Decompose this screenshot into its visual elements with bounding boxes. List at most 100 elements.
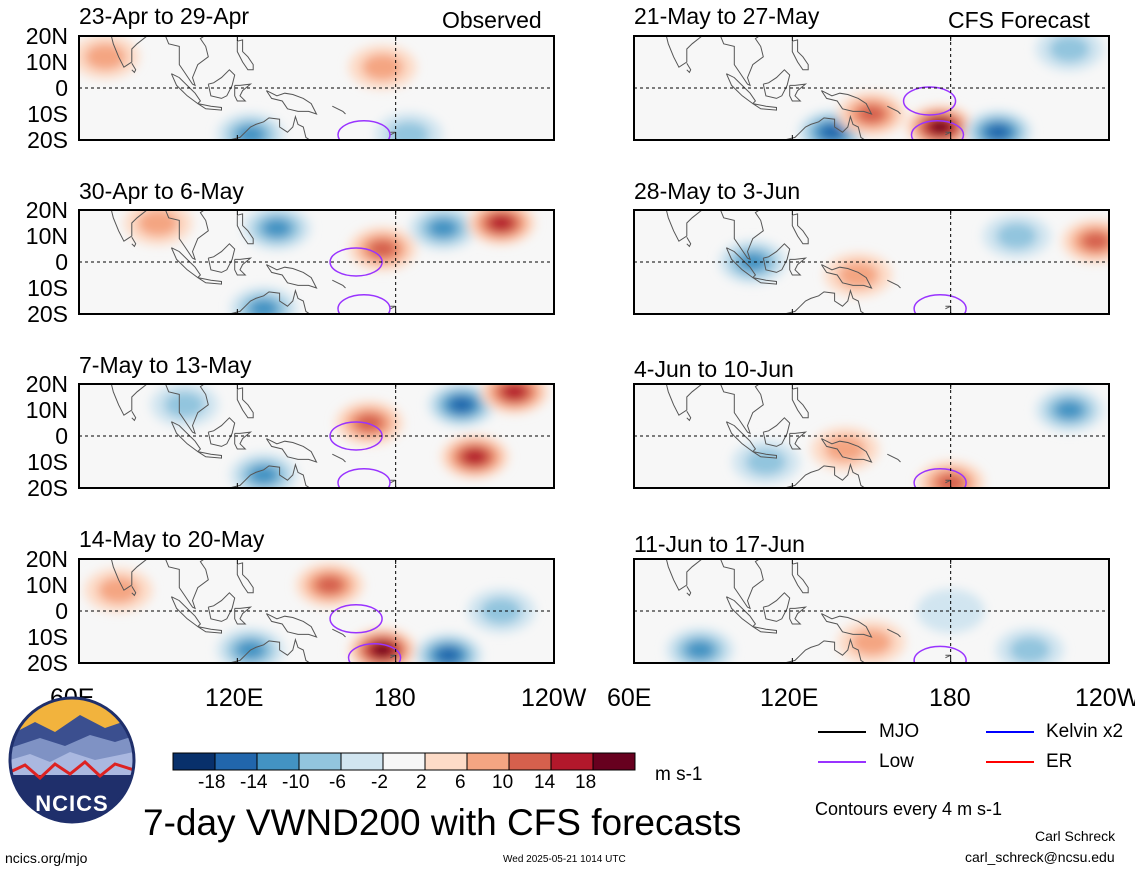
coastline [791, 562, 809, 594]
anomaly-contour [820, 124, 844, 140]
coastline [207, 592, 236, 622]
x-tick-label: 180 [929, 684, 971, 712]
map-panel [633, 558, 1110, 664]
y-tick-label: 20N [25, 371, 68, 397]
anomaly-contour [745, 448, 787, 476]
low-contour [337, 294, 391, 314]
coastline [725, 421, 757, 453]
panel-frame [633, 209, 1110, 315]
main-title: 7-day VWND200 with CFS forecasts [143, 802, 742, 843]
coastline [752, 277, 777, 285]
coastline [789, 606, 808, 625]
coastline [887, 279, 901, 289]
legend-label-kelvin: Kelvin x2 [1046, 721, 1124, 742]
anomaly-contour [916, 589, 985, 633]
map-panel [78, 558, 555, 667]
coastline [789, 431, 808, 450]
y-tick-label: 20S [27, 301, 68, 327]
coastline [265, 90, 318, 115]
coastline [332, 453, 346, 463]
x-tick-label: 60E [607, 684, 652, 712]
coastline [234, 257, 253, 276]
y-tick-label: 10N [25, 397, 68, 423]
anomaly-contour [685, 640, 715, 660]
y-tick-label: 10S [27, 275, 68, 301]
anomaly-contour [315, 575, 345, 595]
coastline [110, 384, 209, 435]
low-contour [329, 421, 383, 451]
coastline [265, 438, 318, 463]
legend-label-er: ER [1046, 751, 1073, 772]
colorbar [172, 752, 636, 771]
anomaly-contour [930, 121, 950, 133]
coastline [725, 596, 757, 628]
y-tick-label: 20S [27, 127, 68, 153]
low-contour [337, 468, 391, 488]
colorbar-swatch [214, 752, 258, 771]
colorbar-label: -14 [240, 772, 268, 793]
x-tick-label: 120W [1075, 684, 1135, 712]
coastline [131, 586, 137, 597]
panel-frame [633, 35, 1110, 141]
y-tick-label: 20N [25, 197, 68, 223]
colorbar-swatch [424, 752, 468, 771]
anomaly-contour [137, 210, 179, 237]
coastline [887, 628, 901, 638]
coastline [887, 105, 901, 115]
low-contour [910, 120, 965, 140]
coastline [170, 247, 202, 279]
y-tick-label: 20N [25, 23, 68, 49]
legend-label-low: Low [879, 751, 914, 772]
coastline [686, 237, 692, 248]
panel-title: 7-May to 13-May [79, 352, 252, 378]
colorbar-swatch [382, 752, 426, 771]
coastline [762, 417, 791, 447]
coastline [908, 489, 913, 492]
coastline [353, 664, 358, 667]
coastline [207, 243, 236, 273]
y-tick-label: 0 [55, 249, 68, 275]
anomaly-contour [164, 391, 205, 418]
colorbar-swatch [298, 752, 342, 771]
coastline [236, 387, 254, 419]
x-tick-label: 120E [205, 684, 264, 712]
colorbar-label: -2 [371, 772, 388, 793]
coastline [265, 264, 318, 289]
anomaly-contour [489, 215, 513, 231]
y-tick-label: 10S [27, 624, 68, 650]
coastline [820, 264, 873, 289]
panel-frame [78, 558, 555, 664]
y-tick-label: 20S [27, 475, 68, 501]
coastline [665, 559, 764, 610]
anomaly-contour [996, 222, 1038, 250]
anomaly-contour [235, 125, 266, 140]
y-tick-label: 10N [25, 223, 68, 249]
coastline [820, 438, 873, 463]
coastline [353, 489, 358, 492]
coastline [234, 606, 253, 625]
y-tick-label: 20N [25, 546, 68, 572]
anomaly-contour [262, 218, 292, 238]
coastline [110, 36, 209, 87]
anomaly-contour [373, 644, 392, 656]
low-contour [337, 120, 391, 140]
colorbar-swatch [508, 752, 552, 771]
anomaly-contour [1009, 636, 1051, 663]
colorbar-swatch [592, 752, 636, 771]
anomaly-contour [738, 252, 768, 272]
colorbar-swatch [340, 752, 384, 771]
coastline [131, 63, 137, 74]
low-contour [913, 468, 967, 488]
low-contour [347, 643, 402, 663]
coastline [170, 596, 202, 628]
panel-title: 21-May to 27-May [634, 3, 820, 29]
colorbar-swatch [550, 752, 594, 771]
site-link[interactable]: ncics.org/mjo [5, 850, 88, 866]
colorbar-label: 6 [455, 772, 466, 793]
coastline [762, 243, 791, 273]
coastline [686, 63, 692, 74]
coastline [752, 451, 777, 459]
coastline [782, 637, 866, 663]
coastline [332, 279, 346, 289]
coastline [762, 69, 791, 99]
